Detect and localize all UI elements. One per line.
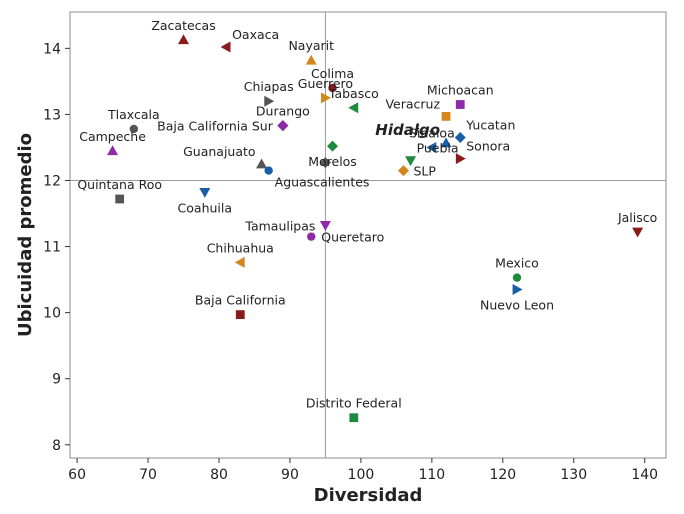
label-durango: Durango — [256, 104, 310, 119]
label-baja-california: Baja California — [195, 293, 286, 308]
label-quintana-roo: Quintana Roo — [77, 177, 162, 192]
point-tabasco — [348, 102, 359, 114]
point-guanajuato — [256, 158, 268, 169]
label-distrito-federal: Distrito Federal — [306, 396, 402, 411]
label-sonora: Sonora — [466, 139, 510, 154]
label-aguascalientes: Aguascalientes — [275, 175, 370, 190]
y-tick-label: 11 — [43, 240, 61, 256]
label-guanajuato: Guanajuato — [183, 144, 255, 159]
label-chiapas: Chiapas — [244, 79, 294, 94]
label-hidalgo: Hidalgo — [375, 121, 440, 139]
plot-area — [69, 11, 667, 459]
label-jalisco: Jalisco — [617, 210, 657, 225]
label-slp: SLP — [413, 164, 436, 179]
label-michoacan: Michoacan — [427, 83, 494, 98]
point-sonora — [455, 153, 466, 165]
point-colima — [328, 83, 337, 93]
point-coahuila — [199, 187, 211, 198]
point-baja-california-sur — [277, 120, 289, 132]
y-tick-label: 10 — [43, 306, 61, 322]
x-tick-label: 60 — [68, 467, 86, 483]
x-tick-label: 100 — [348, 467, 375, 483]
label-oaxaca: Oaxaca — [232, 27, 279, 42]
label-chihuahua: Chihuahua — [207, 240, 274, 255]
label-campeche: Campeche — [79, 129, 146, 144]
label-veracruz: Veracruz — [385, 96, 440, 111]
x-axis-title: Diversidad — [314, 485, 423, 506]
label-tabasco: Tabasco — [328, 86, 379, 101]
point-nayarit — [305, 54, 317, 65]
point-michoacan — [455, 100, 465, 109]
label-morelos: Morelos — [308, 154, 357, 169]
label-nuevo-leon: Nuevo Leon — [480, 298, 554, 313]
point-aguascalientes — [264, 166, 273, 175]
label-puebla: Puebla — [417, 141, 459, 156]
y-tick-label: 12 — [43, 173, 61, 189]
data-points — [107, 34, 644, 423]
point-hidalgo — [440, 137, 452, 148]
label-coahuila: Coahuila — [178, 200, 233, 215]
point-zacatecas — [178, 34, 190, 45]
label-zacatecas: Zacatecas — [151, 18, 215, 33]
y-axis-title: Ubicuidad promedio — [15, 133, 36, 337]
point-baja-california — [235, 310, 245, 320]
label-nayarit: Nayarit — [288, 38, 334, 53]
label-queretaro: Queretaro — [321, 230, 384, 245]
point-veracruz — [441, 111, 451, 121]
x-tick-label: 90 — [281, 467, 299, 483]
x-tick-label: 130 — [560, 467, 587, 483]
point-queretaro — [307, 232, 316, 241]
label-sinaloa: Sinaloa — [409, 125, 455, 140]
point-oaxaca — [220, 41, 231, 53]
point-slp — [397, 165, 409, 177]
point-sinaloa — [426, 141, 437, 153]
label-colima: Colima — [311, 66, 354, 81]
point-tlaxcala — [129, 124, 139, 134]
label-mexico: Mexico — [495, 256, 539, 271]
y-tick-label: 8 — [52, 438, 61, 454]
axis-ticks: 60 70 80 90 100 110 120 130 140 8 9 10 11 12 13 14 — [43, 41, 658, 483]
label-guerrero: Guerrero — [298, 76, 353, 91]
x-tick-label: 80 — [210, 467, 228, 483]
point-point — [319, 157, 331, 169]
label-yucatan: Yucatan — [465, 118, 515, 133]
y-tick-label: 9 — [52, 372, 61, 388]
x-tick-label: 110 — [418, 467, 445, 483]
point-mexico — [512, 273, 522, 282]
point-morelos — [327, 140, 339, 152]
label-baja-california-sur: Baja California Sur — [157, 119, 274, 134]
y-tick-label: 14 — [43, 41, 61, 57]
point-chihuahua — [234, 256, 245, 268]
point-chiapas — [264, 95, 275, 107]
point-tamaulipas — [319, 221, 331, 231]
x-tick-label: 120 — [489, 467, 516, 483]
point-nuevo-leon — [512, 284, 523, 296]
reference-lines — [70, 12, 666, 458]
x-tick-label: 70 — [139, 467, 157, 483]
point-jalisco — [632, 227, 644, 238]
y-tick-label: 13 — [43, 107, 61, 123]
point-campeche — [107, 145, 119, 156]
point-quintana-roo — [115, 194, 125, 204]
label-tlaxcala: Tlaxcala — [107, 107, 160, 122]
x-tick-label: 140 — [631, 467, 658, 483]
point-yucatan — [454, 132, 466, 144]
point-puebla — [405, 156, 417, 167]
point-distrito-federal — [349, 413, 359, 423]
point-guerrero — [321, 92, 331, 104]
label-tamaulipas: Tamaulipas — [244, 218, 315, 233]
